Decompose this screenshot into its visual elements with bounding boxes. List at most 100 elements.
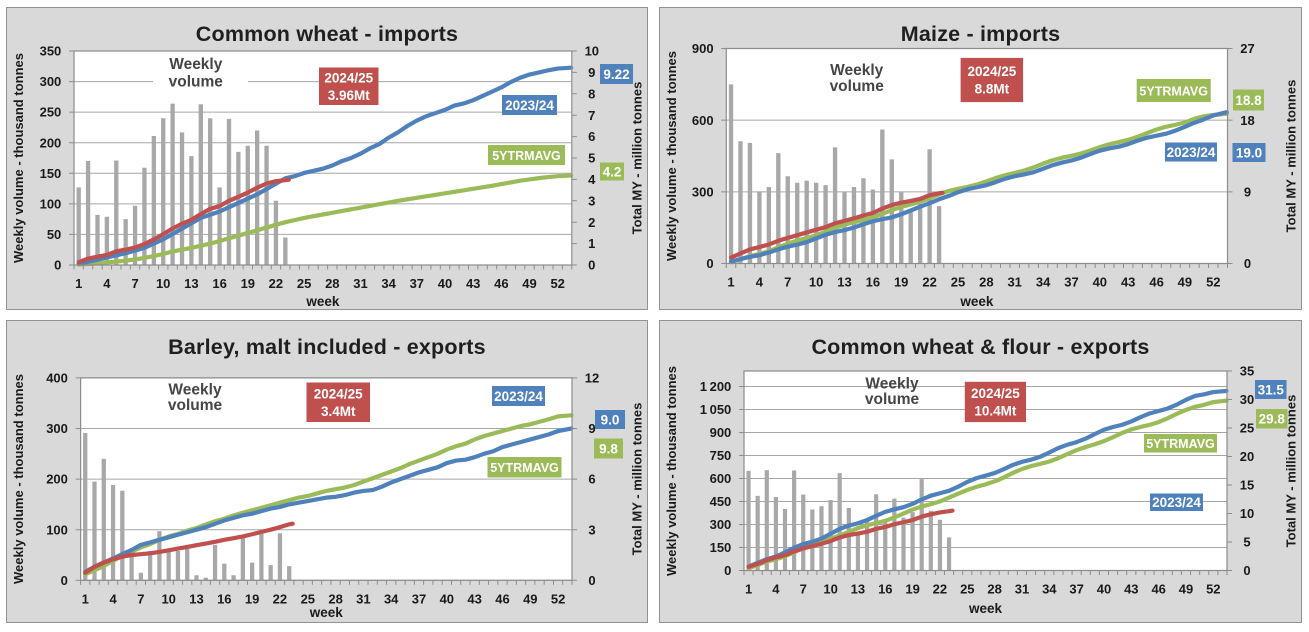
svg-text:37: 37 bbox=[410, 276, 424, 291]
svg-text:9.8: 9.8 bbox=[599, 441, 618, 456]
svg-text:300: 300 bbox=[46, 421, 68, 436]
svg-text:600: 600 bbox=[692, 113, 714, 128]
svg-text:week: week bbox=[309, 605, 344, 620]
svg-text:13: 13 bbox=[837, 275, 851, 290]
svg-text:100: 100 bbox=[46, 522, 68, 537]
svg-text:Weekly volume - thousand tonne: Weekly volume - thousand tonnes bbox=[11, 53, 26, 263]
svg-text:Weekly: Weekly bbox=[865, 376, 919, 393]
svg-text:52: 52 bbox=[551, 591, 565, 606]
svg-text:9: 9 bbox=[588, 421, 595, 436]
svg-text:52: 52 bbox=[1206, 582, 1220, 597]
svg-text:2023/24: 2023/24 bbox=[494, 389, 543, 404]
svg-text:150: 150 bbox=[40, 166, 62, 181]
svg-text:49: 49 bbox=[522, 276, 536, 291]
svg-text:37: 37 bbox=[1069, 582, 1083, 597]
svg-text:4: 4 bbox=[756, 275, 764, 290]
svg-text:9.22: 9.22 bbox=[603, 67, 629, 82]
svg-text:20: 20 bbox=[1240, 449, 1254, 464]
svg-text:10: 10 bbox=[585, 44, 599, 59]
svg-text:18: 18 bbox=[1240, 113, 1254, 128]
svg-text:750: 750 bbox=[710, 448, 732, 463]
svg-text:31.5: 31.5 bbox=[1258, 382, 1285, 397]
svg-text:Weekly volume - thousand tonne: Weekly volume - thousand tonnes bbox=[664, 366, 679, 576]
svg-text:12: 12 bbox=[585, 371, 599, 386]
svg-text:600: 600 bbox=[710, 471, 732, 486]
svg-text:300: 300 bbox=[40, 74, 62, 89]
svg-text:4: 4 bbox=[103, 276, 111, 291]
svg-text:13: 13 bbox=[189, 591, 203, 606]
svg-text:16: 16 bbox=[878, 582, 892, 597]
svg-text:22: 22 bbox=[933, 582, 947, 597]
svg-text:5: 5 bbox=[588, 151, 595, 166]
svg-text:3.4Mt: 3.4Mt bbox=[321, 404, 356, 419]
svg-text:0: 0 bbox=[61, 573, 68, 588]
svg-text:5YTRMAVG: 5YTRMAVG bbox=[1139, 84, 1208, 98]
svg-text:2024/25: 2024/25 bbox=[971, 386, 1020, 401]
svg-text:5YTRMAVG: 5YTRMAVG bbox=[1146, 437, 1215, 451]
svg-text:22: 22 bbox=[269, 276, 283, 291]
svg-text:Total MY - million tonnes: Total MY - million tonnes bbox=[1284, 80, 1299, 233]
svg-text:4: 4 bbox=[588, 172, 596, 187]
svg-text:25: 25 bbox=[951, 275, 965, 290]
svg-text:29.8: 29.8 bbox=[1259, 412, 1286, 427]
svg-text:28: 28 bbox=[325, 276, 339, 291]
svg-text:1 200: 1 200 bbox=[700, 379, 732, 394]
svg-text:19: 19 bbox=[905, 582, 919, 597]
svg-text:1: 1 bbox=[82, 591, 89, 606]
svg-text:6: 6 bbox=[588, 129, 595, 144]
svg-text:4: 4 bbox=[109, 591, 117, 606]
svg-text:40: 40 bbox=[440, 591, 454, 606]
svg-text:22: 22 bbox=[922, 275, 936, 290]
svg-text:9.0: 9.0 bbox=[601, 412, 620, 427]
svg-text:3: 3 bbox=[588, 522, 595, 537]
svg-text:49: 49 bbox=[523, 591, 537, 606]
svg-text:46: 46 bbox=[1149, 275, 1163, 290]
svg-text:Total MY - million tonnes: Total MY - million tonnes bbox=[1284, 395, 1299, 548]
svg-text:34: 34 bbox=[384, 591, 399, 606]
svg-text:5YTRMAVG: 5YTRMAVG bbox=[492, 149, 561, 163]
svg-text:7: 7 bbox=[588, 108, 595, 123]
svg-text:27: 27 bbox=[1240, 41, 1254, 56]
svg-text:2: 2 bbox=[588, 215, 595, 230]
svg-text:Total MY - million tonnes: Total MY - million tonnes bbox=[630, 403, 645, 556]
svg-text:46: 46 bbox=[495, 591, 509, 606]
svg-text:0: 0 bbox=[588, 573, 595, 588]
svg-text:10: 10 bbox=[823, 582, 837, 597]
svg-text:52: 52 bbox=[550, 276, 564, 291]
svg-text:1: 1 bbox=[588, 236, 595, 251]
svg-text:Total MY - million tonnes: Total MY - million tonnes bbox=[630, 82, 645, 235]
svg-text:43: 43 bbox=[1121, 275, 1135, 290]
svg-text:450: 450 bbox=[710, 494, 732, 509]
svg-text:4: 4 bbox=[772, 582, 780, 597]
svg-text:37: 37 bbox=[412, 591, 426, 606]
svg-text:8.8Mt: 8.8Mt bbox=[975, 82, 1010, 97]
svg-text:40: 40 bbox=[1097, 582, 1111, 597]
svg-text:15: 15 bbox=[1240, 478, 1254, 493]
svg-text:week: week bbox=[305, 294, 340, 309]
svg-text:2024/25: 2024/25 bbox=[314, 386, 363, 401]
svg-text:400: 400 bbox=[46, 371, 68, 386]
svg-text:1: 1 bbox=[727, 275, 734, 290]
svg-text:900: 900 bbox=[692, 41, 714, 56]
svg-text:200: 200 bbox=[46, 472, 68, 487]
svg-text:35: 35 bbox=[1240, 364, 1254, 379]
svg-text:7: 7 bbox=[137, 591, 144, 606]
svg-text:1: 1 bbox=[745, 582, 752, 597]
svg-text:28: 28 bbox=[979, 275, 993, 290]
svg-text:volume: volume bbox=[830, 78, 885, 95]
svg-text:250: 250 bbox=[40, 105, 62, 120]
svg-text:Common wheat & flour - exports: Common wheat & flour - exports bbox=[811, 335, 1149, 359]
svg-text:31: 31 bbox=[356, 591, 370, 606]
svg-text:2023/24: 2023/24 bbox=[505, 98, 554, 113]
svg-text:0: 0 bbox=[54, 258, 61, 273]
svg-text:10: 10 bbox=[809, 275, 823, 290]
svg-text:volume: volume bbox=[865, 391, 920, 408]
svg-text:volume: volume bbox=[169, 74, 224, 91]
svg-text:52: 52 bbox=[1206, 275, 1220, 290]
svg-text:week: week bbox=[968, 601, 1003, 616]
svg-text:43: 43 bbox=[1124, 582, 1138, 597]
svg-text:week: week bbox=[959, 294, 994, 309]
svg-text:34: 34 bbox=[1042, 582, 1057, 597]
svg-text:4.2: 4.2 bbox=[603, 164, 622, 179]
svg-text:30: 30 bbox=[1240, 392, 1254, 407]
